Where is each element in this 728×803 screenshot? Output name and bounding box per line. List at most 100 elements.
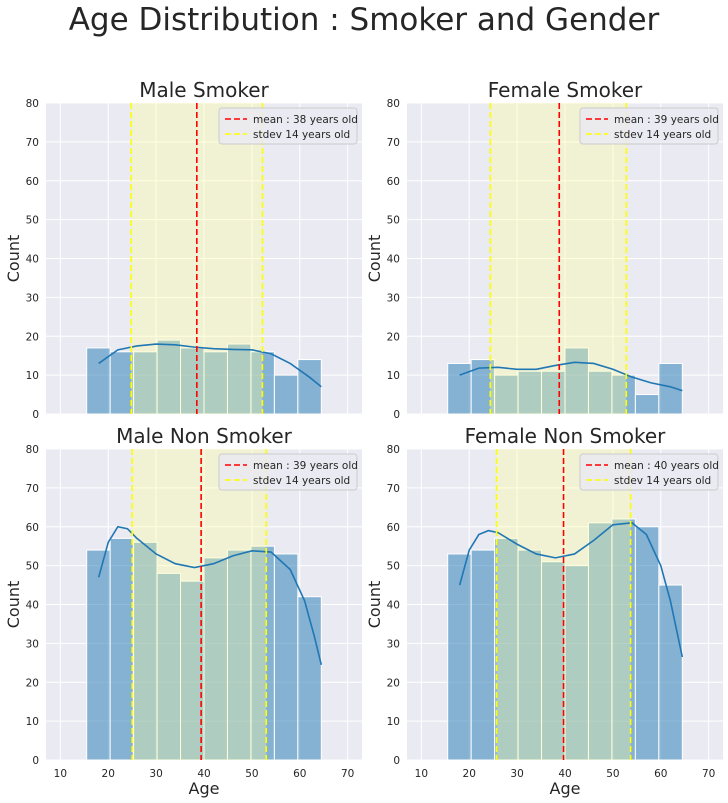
- y-tick-label: 30: [387, 292, 400, 304]
- y-axis-label: Count: [365, 581, 384, 629]
- subplot-3: 0 10 20 30 40 50 60 70 80 10 20 30 40 50 60 70 Male Non …: [4, 424, 362, 798]
- x-axis-label: Age: [189, 779, 220, 798]
- y-tick-label: 60: [387, 176, 400, 188]
- subplot-title: Female Non Smoker: [465, 424, 666, 448]
- histogram-bar: [634, 394, 660, 415]
- x-tick-label: 10: [415, 768, 428, 780]
- y-axis-label: Count: [4, 581, 23, 629]
- y-tick-label: 80: [387, 98, 400, 110]
- legend: mean : 40 years old stdev 14 years old: [579, 453, 719, 491]
- histogram-bar: [273, 553, 299, 761]
- subplot-title: Male Smoker: [139, 78, 269, 102]
- y-tick-label: 50: [387, 561, 400, 573]
- y-tick-label: 10: [387, 716, 400, 728]
- y-tick-label: 70: [387, 137, 400, 149]
- y-tick-label: 0: [32, 755, 39, 767]
- histogram-bar: [109, 537, 135, 761]
- y-tick-label: 30: [387, 638, 400, 650]
- y-tick-label: 60: [26, 522, 39, 534]
- legend-box: [579, 453, 719, 491]
- histogram-bar: [658, 584, 683, 761]
- histogram-bar: [297, 359, 322, 415]
- y-tick-label: 0: [32, 409, 39, 421]
- legend-mean-label: mean : 39 years old: [253, 460, 358, 472]
- y-tick-label: 40: [387, 600, 400, 612]
- legend-mean-label: mean : 38 years old: [253, 114, 358, 126]
- figure-title: Age Distribution : Smoker and Gender: [68, 2, 660, 38]
- subplot-title: Male Non Smoker: [116, 424, 293, 448]
- y-tick-label: 10: [387, 370, 400, 382]
- y-tick-label: 30: [26, 292, 39, 304]
- y-tick-label: 80: [26, 444, 39, 456]
- y-axis-label: Count: [365, 235, 384, 283]
- kde-curve: [97, 525, 323, 665]
- histogram-bar: [447, 362, 472, 415]
- histogram-bar: [297, 596, 322, 761]
- subplot-4: 0 10 20 30 40 50 60 70 80 10 20 30 40 50 60 70 Female No…: [365, 424, 723, 798]
- y-tick-label: 70: [26, 137, 39, 149]
- histogram-bar: [634, 526, 660, 761]
- y-tick-label: 0: [393, 755, 400, 767]
- legend-box: [218, 107, 358, 145]
- y-tick-label: 50: [26, 215, 39, 227]
- y-tick-label: 70: [26, 483, 39, 495]
- y-axis-label: Count: [4, 235, 23, 283]
- y-tick-label: 50: [387, 215, 400, 227]
- legend-stdev-label: stdev 14 years old: [253, 475, 350, 487]
- x-tick-label: 10: [54, 768, 67, 780]
- x-tick-label: 30: [510, 768, 523, 780]
- kde-curve: [98, 343, 322, 388]
- y-tick-label: 40: [387, 254, 400, 266]
- legend-mean-label: mean : 40 years old: [614, 460, 719, 472]
- legend: mean : 38 years old stdev 14 years old: [218, 107, 358, 145]
- y-tick-label: 60: [26, 176, 39, 188]
- kde-curve: [458, 522, 684, 658]
- legend-stdev-label: stdev 14 years old: [614, 129, 711, 141]
- histogram-bar: [658, 362, 683, 415]
- y-tick-label: 40: [26, 600, 39, 612]
- histogram-bar: [109, 351, 135, 415]
- y-tick-label: 0: [393, 409, 400, 421]
- x-tick-label: 20: [102, 768, 115, 780]
- y-tick-label: 50: [26, 561, 39, 573]
- legend: mean : 39 years old stdev 14 years old: [579, 107, 719, 145]
- x-tick-label: 40: [558, 768, 571, 780]
- y-tick-label: 30: [26, 638, 39, 650]
- legend-box: [579, 107, 719, 145]
- x-axis-label: Age: [550, 779, 581, 798]
- legend-box: [218, 453, 358, 491]
- y-tick-label: 20: [26, 677, 39, 689]
- legend-stdev-label: stdev 14 years old: [614, 475, 711, 487]
- x-tick-label: 20: [463, 768, 476, 780]
- stdev-band: [490, 103, 627, 414]
- histogram-bar: [86, 549, 111, 761]
- y-tick-label: 40: [26, 254, 39, 266]
- x-tick-label: 60: [293, 768, 306, 780]
- x-tick-label: 30: [149, 768, 162, 780]
- legend-mean-label: mean : 39 years old: [614, 114, 719, 126]
- subplot-2: 0 10 20 30 40 50 60 70 80 Female Smoker Count mean …: [365, 78, 723, 421]
- x-tick-label: 50: [245, 768, 258, 780]
- y-tick-label: 70: [387, 483, 400, 495]
- kde-curve: [459, 361, 683, 392]
- y-tick-label: 10: [26, 370, 39, 382]
- y-tick-label: 80: [387, 444, 400, 456]
- subplot-title: Female Smoker: [488, 78, 643, 102]
- x-tick-label: 70: [702, 768, 715, 780]
- x-tick-label: 60: [654, 768, 667, 780]
- y-tick-label: 10: [26, 716, 39, 728]
- y-tick-label: 20: [387, 677, 400, 689]
- stdev-band: [132, 449, 267, 760]
- histogram-bar: [470, 549, 496, 761]
- x-tick-label: 70: [341, 768, 354, 780]
- y-tick-label: 20: [26, 331, 39, 343]
- y-tick-label: 80: [26, 98, 39, 110]
- legend: mean : 39 years old stdev 14 years old: [218, 453, 358, 491]
- x-tick-label: 40: [197, 768, 210, 780]
- subplot-1: 0 10 20 30 40 50 60 70 80 Male Smoker Count mean : …: [4, 78, 362, 421]
- y-tick-label: 60: [387, 522, 400, 534]
- histogram-bar: [273, 374, 299, 415]
- y-tick-label: 20: [387, 331, 400, 343]
- x-tick-label: 50: [606, 768, 619, 780]
